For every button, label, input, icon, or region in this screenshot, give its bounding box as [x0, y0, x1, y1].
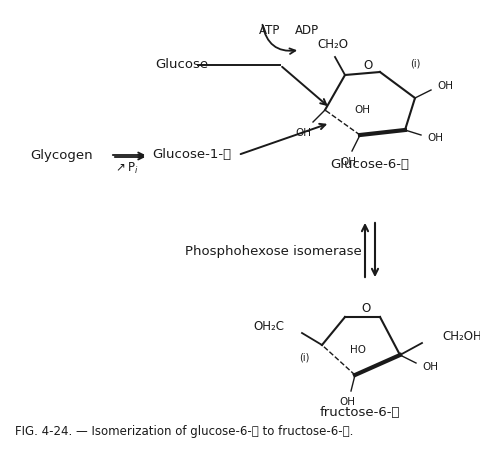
Text: OH: OH: [339, 397, 355, 407]
Text: Glucose-1-ⓟ: Glucose-1-ⓟ: [152, 149, 231, 162]
Text: $\nearrow$P$_i$: $\nearrow$P$_i$: [113, 160, 139, 176]
Text: FIG. 4-24. — Isomerization of glucose-6-ⓟ to fructose-6-ⓟ.: FIG. 4-24. — Isomerization of glucose-6-…: [15, 425, 353, 439]
Text: ATP: ATP: [259, 23, 281, 36]
Text: OH: OH: [422, 362, 438, 372]
Text: OH: OH: [340, 157, 356, 167]
Text: CH₂OH: CH₂OH: [442, 330, 480, 343]
Text: Glucose: Glucose: [155, 59, 208, 71]
Text: Glycogen: Glycogen: [30, 149, 93, 162]
Text: CH₂O: CH₂O: [317, 39, 348, 52]
Text: O: O: [361, 302, 370, 315]
Text: Glucose-6-ⓟ: Glucose-6-ⓟ: [331, 158, 409, 171]
Text: HO: HO: [350, 345, 366, 355]
Text: Phosphohexose isomerase: Phosphohexose isomerase: [185, 246, 362, 259]
Text: (i): (i): [299, 352, 309, 362]
Text: OH: OH: [437, 81, 453, 91]
Text: O: O: [363, 59, 372, 72]
Text: OH: OH: [354, 105, 370, 115]
FancyArrowPatch shape: [263, 25, 295, 54]
Text: OH: OH: [427, 133, 443, 143]
Text: ADP: ADP: [295, 23, 319, 36]
Text: (i): (i): [410, 59, 420, 69]
Text: OH₂C: OH₂C: [253, 321, 284, 334]
Text: fructose-6-ⓟ: fructose-6-ⓟ: [320, 406, 400, 419]
Text: OH: OH: [295, 128, 311, 138]
